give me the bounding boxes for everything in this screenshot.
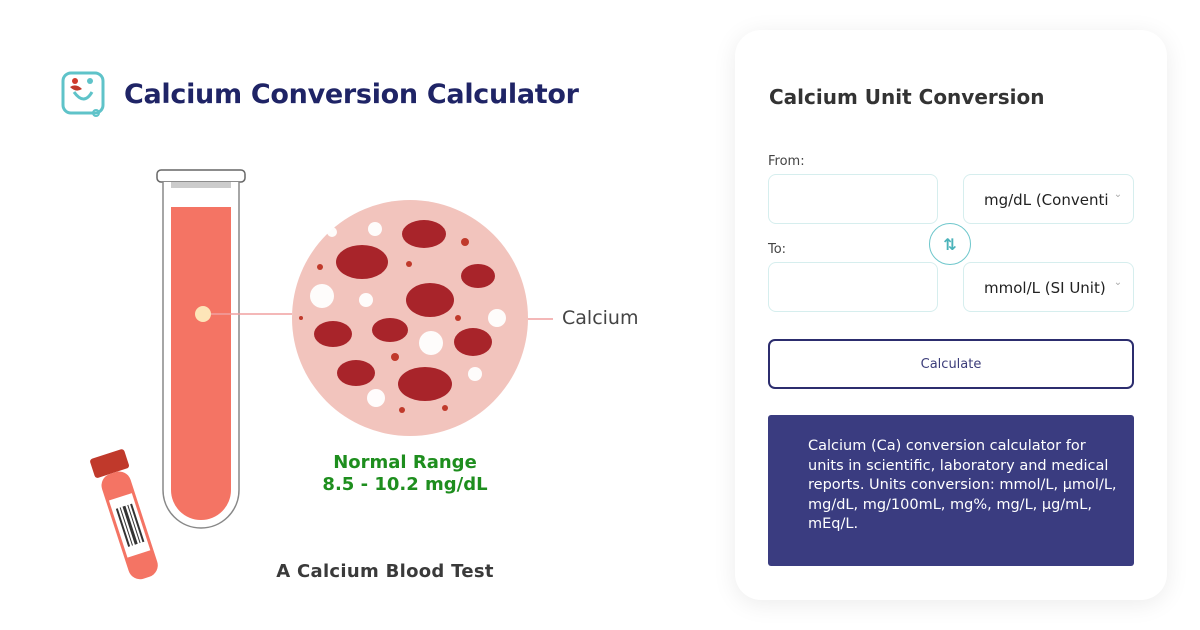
normal-range-title: Normal Range xyxy=(333,452,477,473)
swap-units-button[interactable]: ⇅ xyxy=(929,223,971,265)
blood-cells-magnified xyxy=(292,200,553,436)
card-title: Calcium Unit Conversion xyxy=(769,85,1045,109)
chevron-down-icon: ⌄ xyxy=(1113,277,1123,288)
from-value-input[interactable] xyxy=(768,174,938,224)
illustration-caption: A Calcium Blood Test xyxy=(276,561,494,582)
normal-range: Normal Range 8.5 - 10.2 mg/dL xyxy=(290,452,520,496)
conversion-card: Calcium Unit Conversion From: mg/dL (Con… xyxy=(735,30,1167,600)
chevron-down-icon: ⌄ xyxy=(1113,189,1123,200)
page-header: Calcium Conversion Calculator xyxy=(60,70,579,118)
to-value-input[interactable] xyxy=(768,262,938,312)
page-title: Calcium Conversion Calculator xyxy=(124,78,579,110)
blood-vial xyxy=(90,449,158,580)
to-label: To: xyxy=(768,242,787,257)
to-unit-select[interactable]: mmol/L (SI Unit) ⌄ xyxy=(963,262,1134,312)
info-box: Calcium (Ca) conversion calculator for u… xyxy=(768,415,1134,566)
blood-test-illustration xyxy=(90,169,553,580)
from-unit-select[interactable]: mg/dL (Conventional Unit) ⌄ xyxy=(963,174,1134,224)
calculate-button[interactable]: Calculate xyxy=(768,339,1134,389)
calcium-label: Calcium xyxy=(562,307,639,329)
from-unit-value: mg/dL (Conventional Unit) xyxy=(984,191,1108,209)
test-tube xyxy=(156,169,292,529)
normal-range-value: 8.5 - 10.2 mg/dL xyxy=(322,474,488,495)
logo-icon xyxy=(61,71,105,117)
from-label: From: xyxy=(768,154,805,169)
swap-arrows-icon: ⇅ xyxy=(943,234,957,254)
to-unit-value: mmol/L (SI Unit) xyxy=(984,279,1106,297)
